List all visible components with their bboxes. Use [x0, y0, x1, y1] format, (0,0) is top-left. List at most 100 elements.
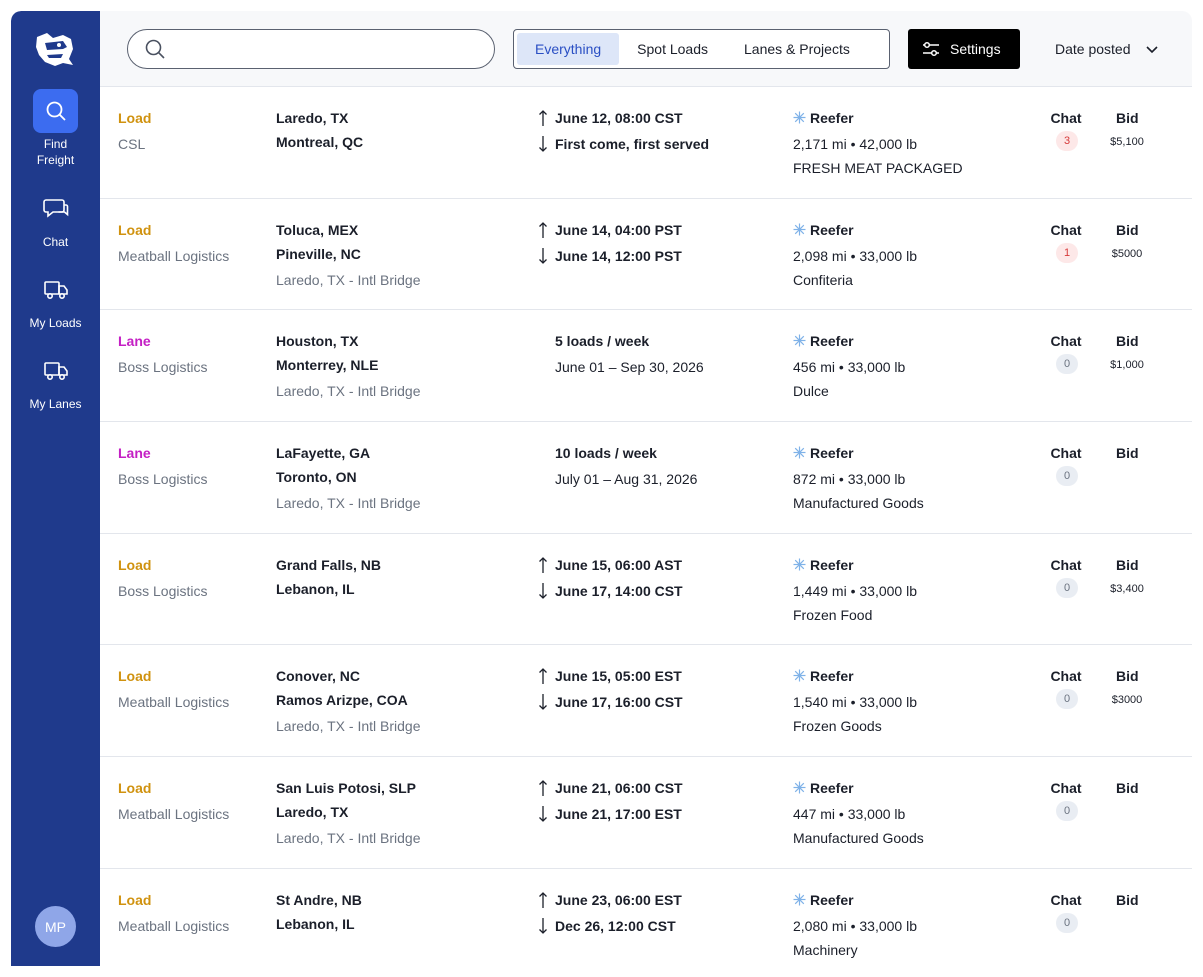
- carrier-name: Boss Logistics: [118, 582, 208, 599]
- chat-count-badge[interactable]: 0: [1056, 912, 1078, 933]
- bid-label[interactable]: Bid: [1116, 445, 1139, 462]
- chat-count-badge[interactable]: 3: [1056, 131, 1078, 151]
- chat-count-badge[interactable]: 0: [1056, 577, 1078, 598]
- bid-value: $5000: [1111, 247, 1143, 260]
- chevron-down-icon: [1145, 46, 1158, 54]
- listing-type: Load: [118, 780, 152, 797]
- listing-type: Load: [118, 221, 152, 238]
- delivery-time: July 01 – Aug 31, 2026: [555, 471, 698, 488]
- bid-label[interactable]: Bid: [1116, 556, 1139, 573]
- sidebar-item-label: My Lanes: [29, 397, 82, 411]
- destination: Monterrey, NLE: [276, 357, 379, 374]
- arrow-up-icon: [539, 556, 547, 573]
- delivery-time: June 14, 12:00 PST: [555, 247, 682, 264]
- chat-count-badge[interactable]: 0: [1056, 801, 1078, 822]
- destination: Pineville, NC: [276, 245, 361, 262]
- chat-count-badge[interactable]: 1: [1056, 242, 1078, 263]
- tab-everything[interactable]: Everything: [517, 33, 620, 65]
- tab-spot-loads[interactable]: Spot Loads: [637, 41, 708, 57]
- pickup-time: June 12, 08:00 CST: [555, 110, 683, 126]
- bid-label[interactable]: Bid: [1116, 110, 1139, 126]
- destination: Lebanon, IL: [276, 580, 355, 597]
- arrow-down-icon: [539, 694, 547, 711]
- chat-count-badge[interactable]: 0: [1056, 689, 1078, 710]
- arrow-down-icon: [539, 806, 547, 823]
- chat-count-badge[interactable]: 0: [1056, 466, 1078, 487]
- equipment-type: Reefer: [810, 221, 854, 238]
- origin: Grand Falls, NB: [276, 556, 382, 573]
- distance-weight: 1,449 mi • 33,000 lb: [793, 582, 917, 599]
- sidebar-item-label: My Loads: [29, 316, 82, 330]
- border-crossing: Laredo, TX - Intl Bridge: [276, 271, 421, 288]
- tab-lanes-projects[interactable]: Lanes & Projects: [744, 41, 850, 57]
- chat-count-badge[interactable]: 0: [1056, 354, 1078, 375]
- sidebar-item-find-freight[interactable]: Find Freight: [11, 89, 100, 168]
- destination: Montreal, QC: [276, 134, 364, 150]
- snowflake-icon: [793, 111, 806, 124]
- chat-label[interactable]: Chat: [1050, 445, 1082, 462]
- filter-segmented-control: Everything Spot Loads Lanes & Projects: [513, 29, 890, 69]
- delivery-time: June 01 – Sep 30, 2026: [555, 359, 704, 376]
- search-input[interactable]: [176, 36, 476, 62]
- sidebar-item-label: Chat: [42, 235, 69, 249]
- settings-button[interactable]: Settings: [908, 29, 1020, 69]
- sidebar: Find Freight Chat My Loads My Lanes MP: [11, 11, 100, 966]
- equipment-type: Reefer: [810, 445, 854, 462]
- border-crossing: Laredo, TX - Intl Bridge: [276, 495, 421, 512]
- snowflake-icon: [793, 893, 806, 906]
- origin: San Luis Potosi, SLP: [276, 780, 417, 797]
- bid-label[interactable]: Bid: [1116, 221, 1139, 238]
- origin: LaFayette, GA: [276, 445, 371, 462]
- sidebar-item-chat[interactable]: Chat: [11, 187, 100, 250]
- listing-type: Lane: [118, 333, 151, 350]
- bid-label[interactable]: Bid: [1116, 780, 1139, 797]
- bid-label[interactable]: Bid: [1116, 668, 1139, 685]
- arrow-down-icon: [539, 136, 547, 152]
- chat-label[interactable]: Chat: [1050, 556, 1082, 573]
- table-row[interactable]: Lane Boss Logistics LaFayette, GA Toront…: [100, 422, 1192, 534]
- carrier-name: Meatball Logistics: [118, 694, 230, 711]
- sidebar-item-my-loads[interactable]: My Loads: [11, 268, 100, 331]
- table-row[interactable]: Load Meatball Logistics Conover, NC Ramo…: [100, 645, 1192, 758]
- equipment-type: Reefer: [810, 891, 854, 908]
- carrier-name: Boss Logistics: [118, 359, 208, 376]
- pickup-time: 10 loads / week: [555, 445, 657, 462]
- pickup-time: June 23, 06:00 EST: [555, 891, 682, 908]
- border-crossing: Laredo, TX - Intl Bridge: [276, 830, 421, 847]
- truck-icon: [33, 268, 78, 312]
- origin: St Andre, NB: [276, 891, 362, 908]
- sort-dropdown[interactable]: Date posted: [1055, 29, 1159, 69]
- origin: Conover, NC: [276, 668, 361, 685]
- commodity: Frozen Goods: [793, 718, 882, 735]
- commodity: Manufactured Goods: [793, 830, 924, 847]
- sidebar-item-label: Find Freight: [36, 137, 75, 167]
- chat-label[interactable]: Chat: [1050, 333, 1082, 350]
- table-row[interactable]: Lane Boss Logistics Houston, TX Monterre…: [100, 310, 1192, 423]
- pickup-time: 5 loads / week: [555, 333, 650, 350]
- bid-label[interactable]: Bid: [1116, 891, 1139, 908]
- table-row[interactable]: Load Boss Logistics Grand Falls, NB Leba…: [100, 534, 1192, 646]
- chat-label[interactable]: Chat: [1050, 891, 1082, 908]
- bid-value: $5,100: [1110, 136, 1144, 148]
- snowflake-icon: [793, 781, 806, 794]
- equipment-type: Reefer: [810, 110, 854, 126]
- logo-icon[interactable]: [33, 29, 77, 69]
- avatar[interactable]: MP: [35, 906, 76, 947]
- snowflake-icon: [793, 334, 806, 347]
- table-row[interactable]: Load Meatball Logistics Toluca, MEX Pine…: [100, 199, 1192, 311]
- bid-label[interactable]: Bid: [1116, 333, 1139, 350]
- arrow-down-icon: [539, 247, 547, 264]
- table-row[interactable]: Load Meatball Logistics San Luis Potosi,…: [100, 757, 1192, 869]
- table-row[interactable]: Load Meatball Logistics St Andre, NB Leb…: [100, 869, 1192, 966]
- sidebar-item-my-lanes[interactable]: My Lanes: [11, 349, 100, 412]
- listing-type: Load: [118, 110, 152, 126]
- chat-label[interactable]: Chat: [1050, 110, 1082, 126]
- chat-label[interactable]: Chat: [1050, 668, 1082, 685]
- chat-label[interactable]: Chat: [1050, 221, 1082, 238]
- chat-label[interactable]: Chat: [1050, 780, 1082, 797]
- table-row[interactable]: Load CSL Laredo, TX Montreal, QC June 12…: [100, 87, 1192, 199]
- search-box[interactable]: [127, 29, 495, 69]
- distance-weight: 456 mi • 33,000 lb: [793, 359, 906, 376]
- carrier-name: CSL: [118, 136, 146, 152]
- distance-weight: 1,540 mi • 33,000 lb: [793, 694, 917, 711]
